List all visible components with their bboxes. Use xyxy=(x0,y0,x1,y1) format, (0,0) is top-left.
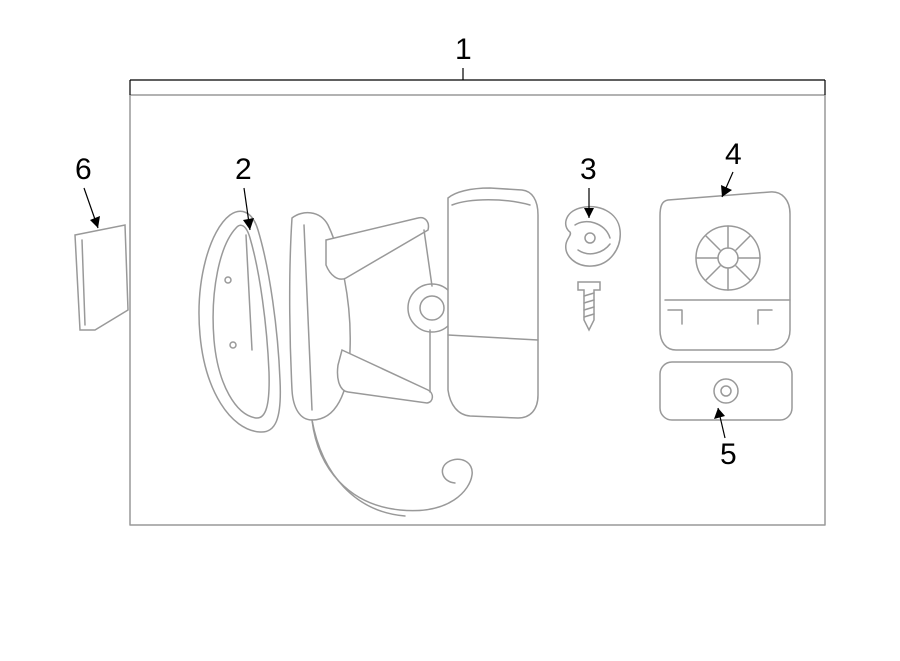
diagram-svg xyxy=(0,0,900,661)
callout-1-bracket xyxy=(130,68,825,95)
callout-label-2: 2 xyxy=(235,155,252,185)
part-screw xyxy=(578,282,600,330)
part-5-lower-glass xyxy=(660,362,792,420)
part-2-sail-panel xyxy=(199,211,280,432)
callout-6-arrow xyxy=(84,188,100,228)
parts-diagram: 1 6 2 3 4 5 xyxy=(0,0,900,661)
callout-4-arrow xyxy=(721,172,733,197)
part-3-motor xyxy=(566,207,621,266)
callout-label-6: 6 xyxy=(75,155,92,185)
callout-label-3: 3 xyxy=(580,155,597,185)
part-main-mirror-assembly xyxy=(290,188,538,516)
callout-label-4: 4 xyxy=(725,140,742,170)
part-4-upper-glass xyxy=(660,192,790,350)
callout-label-1: 1 xyxy=(455,35,472,65)
part-6-inner-cover xyxy=(75,225,128,330)
callout-label-5: 5 xyxy=(720,440,737,470)
